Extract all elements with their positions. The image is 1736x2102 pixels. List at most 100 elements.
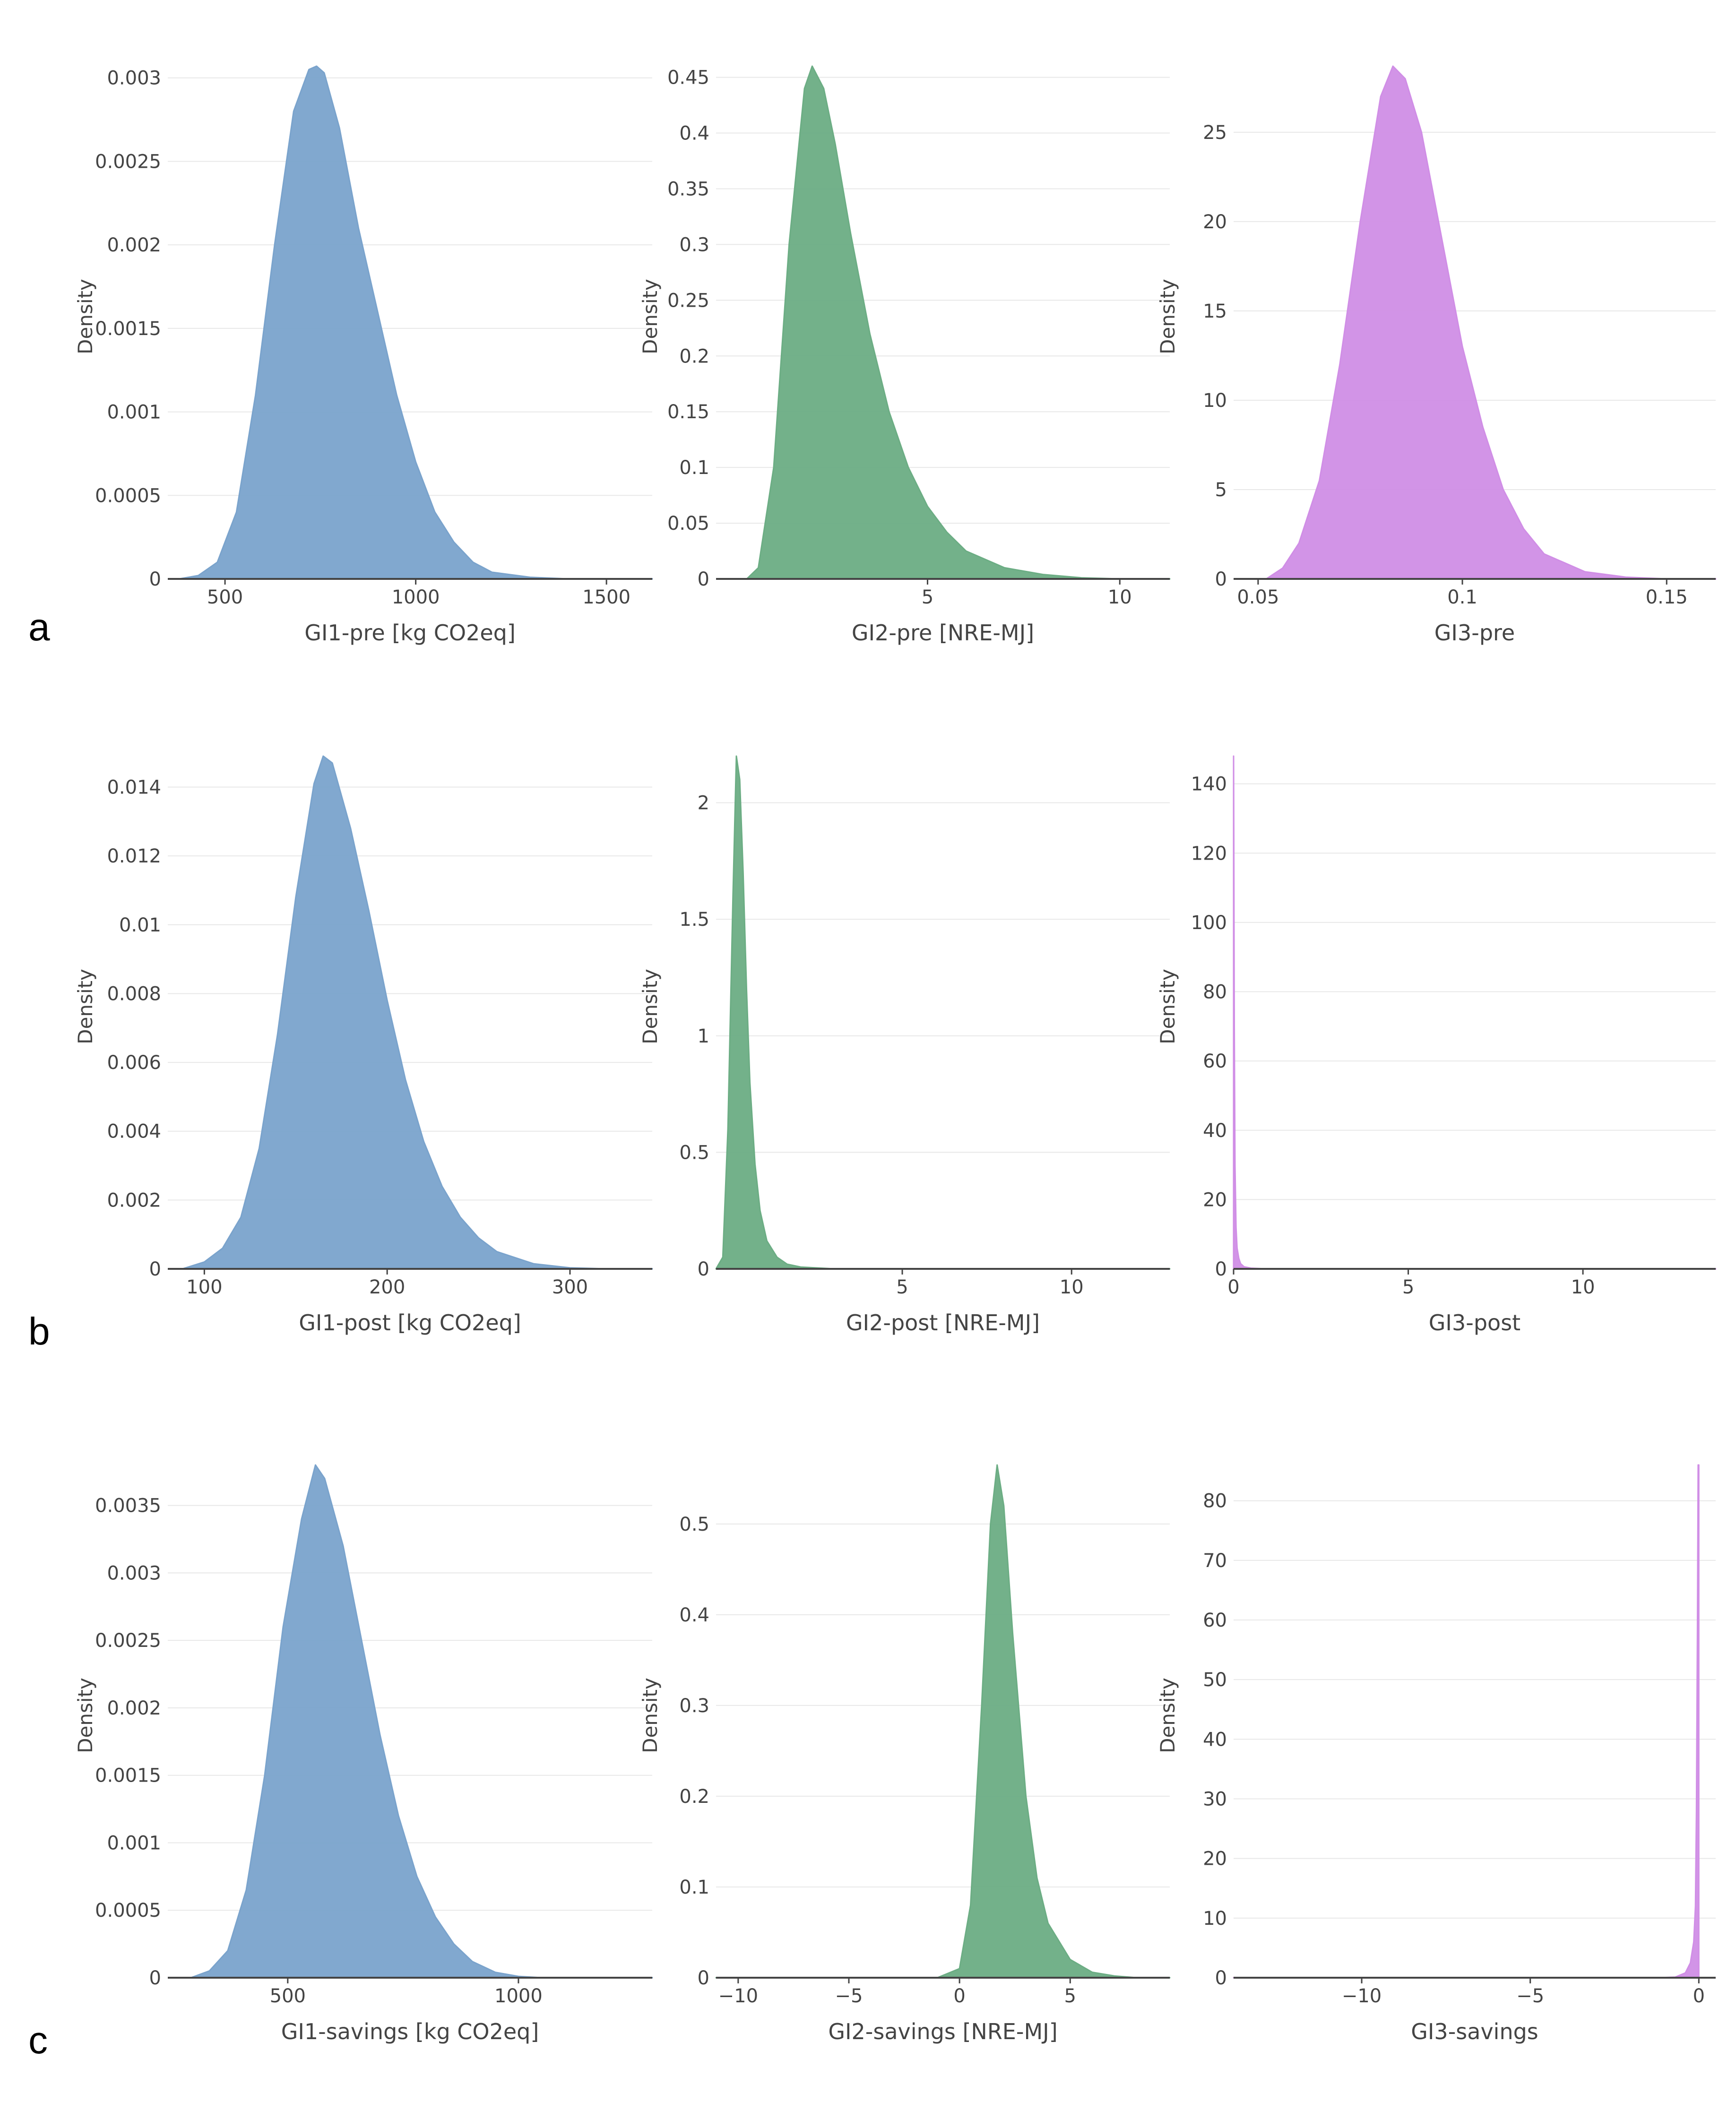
xtick-label-b3-2: 10 — [1571, 1276, 1595, 1298]
ytick-label-a2-8: 0.4 — [679, 123, 709, 145]
ytick-label-a3-0: 0 — [1215, 569, 1227, 590]
ytick-label-c2-1: 0.1 — [679, 1877, 709, 1898]
xtick-label-c2-1: −5 — [835, 1985, 863, 2007]
xtick-label-c3-0: −10 — [1342, 1985, 1382, 2007]
ytick-label-a2-0: 0 — [698, 569, 709, 590]
y-axis-label-a2: Density — [639, 279, 662, 354]
xtick-label-a1-0: 500 — [207, 586, 243, 608]
density-area-b3 — [1233, 755, 1717, 1270]
panel-letter-c: c — [28, 2019, 48, 2062]
ytick-label-c1-6: 0.003 — [107, 1562, 161, 1584]
panel-letter-a: a — [28, 606, 50, 649]
x-axis-label-b1: GI1-post [kg CO2eq] — [299, 1310, 521, 1335]
xtick-label-a2-0: 5 — [922, 586, 933, 608]
ytick-label-c3-5: 50 — [1203, 1669, 1227, 1691]
y-axis-label-b1: Density — [74, 969, 97, 1044]
y-axis-label-c2: Density — [639, 1678, 662, 1753]
xtick-label-a1-1: 1000 — [392, 586, 440, 608]
ytick-label-c3-4: 40 — [1203, 1729, 1227, 1750]
ytick-label-c1-3: 0.0015 — [95, 1765, 161, 1787]
ytick-label-a1-3: 0.0015 — [95, 318, 161, 340]
xtick-label-a3-0: 0.05 — [1237, 586, 1279, 608]
ytick-label-b2-4: 2 — [698, 793, 709, 814]
density-area-c2 — [715, 1464, 1171, 1979]
density-area-b2 — [715, 755, 1171, 1270]
density-area-a1 — [178, 65, 653, 580]
x-axis-label-a2: GI2-pre [NRE-MJ] — [852, 620, 1034, 646]
chart-a1: 0 0.0005 0.001 0.0015 0.002 0.0025 0.003 500 100… — [74, 65, 653, 646]
ytick-label-c1-1: 0.0005 — [95, 1900, 161, 1921]
ytick-label-b1-2: 0.004 — [107, 1121, 161, 1143]
x-axis-label-c2: GI2-savings [NRE-MJ] — [828, 2019, 1057, 2044]
xtick-label-c1-0: 500 — [270, 1985, 306, 2007]
x-axis-label-b3: GI3-post — [1429, 1310, 1520, 1335]
xtick-label-b1-0: 100 — [186, 1276, 222, 1298]
density-area-c3 — [1233, 1464, 1700, 1979]
ytick-label-a2-4: 0.2 — [679, 345, 709, 367]
xtick-label-b3-0: 0 — [1227, 1276, 1239, 1298]
ytick-label-a1-6: 0.003 — [107, 68, 161, 89]
ytick-label-b3-5: 100 — [1191, 912, 1227, 934]
xtick-label-b2-0: 5 — [896, 1276, 908, 1298]
y-axis-label-c3: Density — [1156, 1678, 1179, 1753]
panel-letter-b: b — [28, 1310, 50, 1353]
ytick-label-c2-2: 0.2 — [679, 1786, 709, 1808]
ytick-label-a3-5: 25 — [1203, 122, 1227, 144]
ytick-label-c3-3: 30 — [1203, 1789, 1227, 1810]
x-axis-label-c1: GI1-savings [kg CO2eq] — [281, 2019, 539, 2044]
ytick-label-b2-3: 1.5 — [679, 909, 709, 930]
x-axis-label-b2: GI2-post [NRE-MJ] — [846, 1310, 1040, 1335]
xtick-label-a2-1: 10 — [1108, 586, 1132, 608]
ytick-label-a1-1: 0.0005 — [95, 485, 161, 507]
xtick-label-c1-1: 1000 — [494, 1985, 543, 2007]
ytick-label-a2-3: 0.15 — [667, 401, 709, 423]
ytick-label-a2-7: 0.35 — [667, 178, 709, 200]
ytick-label-b3-2: 40 — [1203, 1120, 1227, 1142]
chart-c1: 0 0.0005 0.001 0.0015 0.002 0.0025 0.003 0.0035… — [74, 1464, 653, 2044]
y-axis-label-a3: Density — [1156, 279, 1179, 354]
density-area-c1 — [190, 1464, 653, 1979]
ytick-label-a1-4: 0.002 — [107, 234, 161, 256]
ytick-label-a1-0: 0 — [149, 569, 161, 590]
ytick-label-c3-7: 70 — [1203, 1550, 1227, 1572]
xtick-label-c3-2: 0 — [1693, 1985, 1705, 2007]
x-axis-label-c3: GI3-savings — [1411, 2019, 1538, 2044]
ytick-label-b3-4: 80 — [1203, 982, 1227, 1003]
ytick-label-c2-4: 0.4 — [679, 1604, 709, 1626]
ytick-label-b1-7: 0.014 — [107, 777, 161, 799]
ytick-label-c1-5: 0.0025 — [95, 1630, 161, 1652]
ytick-label-c3-8: 80 — [1203, 1490, 1227, 1512]
ytick-label-a3-1: 5 — [1215, 479, 1227, 501]
ytick-label-b1-1: 0.002 — [107, 1189, 161, 1211]
ytick-label-b2-1: 0.5 — [679, 1142, 709, 1163]
ytick-label-b2-2: 1 — [698, 1025, 709, 1047]
ytick-label-a2-2: 0.1 — [679, 457, 709, 479]
ytick-label-c2-0: 0 — [698, 1967, 709, 1989]
ytick-label-b3-1: 20 — [1203, 1189, 1227, 1211]
ytick-label-c3-2: 20 — [1203, 1848, 1227, 1870]
ytick-label-b3-7: 140 — [1191, 774, 1227, 795]
ytick-label-b3-3: 60 — [1203, 1051, 1227, 1072]
ytick-label-b1-3: 0.006 — [107, 1052, 161, 1074]
ytick-label-a3-3: 15 — [1203, 301, 1227, 322]
xtick-label-c2-3: 5 — [1064, 1985, 1076, 2007]
ytick-label-b1-5: 0.01 — [119, 914, 161, 936]
xtick-label-a3-1: 0.1 — [1447, 586, 1477, 608]
xtick-label-b1-2: 300 — [552, 1276, 588, 1298]
xtick-label-c3-1: −5 — [1516, 1985, 1544, 2007]
y-axis-label-c1: Density — [74, 1678, 97, 1753]
density-area-a3 — [1265, 65, 1717, 580]
chart-c3: 0 10 20 30 40 50 60 70 80 −10 −5 0 GI3-savings Densit… — [1156, 1464, 1716, 2044]
chart-c2: 0 0.1 0.2 0.3 0.4 0.5 −10 −5 0 5 GI2-savings [NRE-… — [639, 1464, 1171, 2044]
ytick-label-a3-4: 20 — [1203, 211, 1227, 233]
ytick-label-c3-6: 60 — [1203, 1610, 1227, 1631]
ytick-label-a2-1: 0.05 — [667, 513, 709, 534]
ytick-label-a3-2: 10 — [1203, 390, 1227, 412]
xtick-label-a1-2: 1500 — [582, 586, 630, 608]
ytick-label-a1-2: 0.001 — [107, 402, 161, 423]
ytick-label-b2-0: 0 — [698, 1258, 709, 1280]
density-area-b1 — [181, 755, 653, 1270]
y-axis-label-a1: Density — [74, 279, 97, 354]
ytick-label-b1-4: 0.008 — [107, 983, 161, 1005]
